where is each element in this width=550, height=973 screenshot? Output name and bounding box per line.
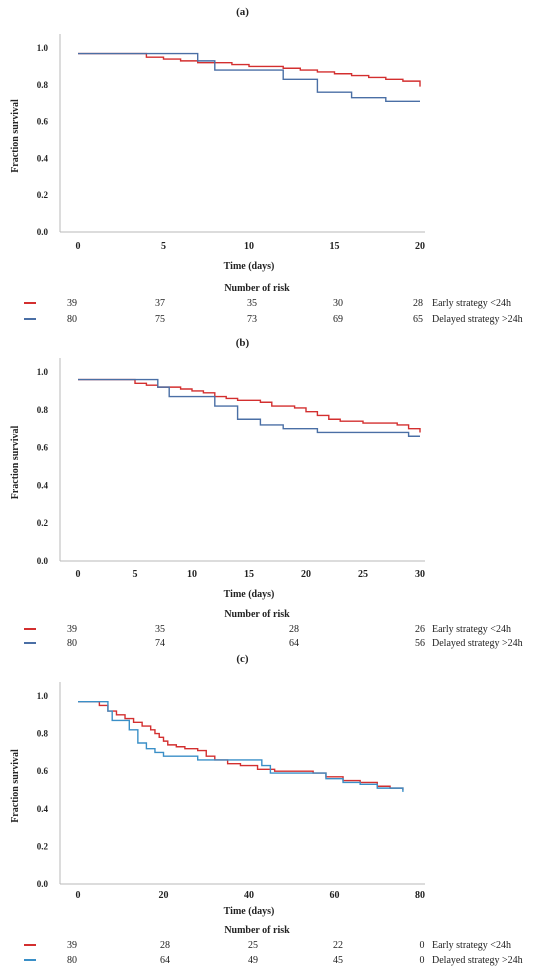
risk-count: 69	[333, 314, 343, 325]
risk-count: 45	[333, 955, 343, 966]
series-line-delayed	[78, 700, 404, 792]
risk-row-label: Delayed strategy >24h	[432, 638, 523, 649]
series-line-early	[78, 700, 404, 790]
chart-panel-2: (b) 0.0 0.2 0.4 0.6 0.8 1.0 0 5 10 15 20 25 30 Fractio…	[10, 337, 523, 649]
y-tick-label: 1.0	[37, 43, 49, 53]
x-tick-label: 30	[415, 569, 425, 580]
x-tick-label: 20	[159, 890, 169, 901]
risk-count: 80	[67, 638, 77, 649]
y-tick-label: 0.6	[37, 766, 49, 776]
y-tick-label: 0.8	[37, 80, 49, 90]
risk-count: 73	[247, 314, 257, 325]
x-tick-label: 0	[76, 890, 81, 901]
x-axis-label: Time (days)	[224, 261, 275, 272]
risk-count: 39	[67, 940, 77, 951]
y-axis-label: Fraction survival	[10, 425, 21, 499]
chart-panel-3: (c) 0.0 0.2 0.4 0.6 0.8 1.0 0 20 40 60 80 Fraction s…	[10, 653, 523, 966]
risk-count: 64	[160, 955, 170, 966]
x-tick-label: 20	[301, 569, 311, 580]
y-tick-label: 0.2	[37, 841, 49, 851]
x-tick-label: 15	[330, 241, 340, 252]
risk-row-label: Early strategy <24h	[432, 298, 511, 309]
risk-count: 26	[415, 624, 425, 635]
panel-label: (c)	[236, 653, 249, 665]
x-tick-label: 25	[358, 569, 368, 580]
y-tick-label: 0.8	[37, 729, 49, 739]
x-axis-label: Time (days)	[224, 906, 275, 917]
chart-panel-1: (a) 0.0 0.2 0.4 0.6 0.8 1.0 0 5 10 15 20 Fraction su…	[10, 6, 523, 325]
risk-count: 35	[247, 298, 257, 309]
y-tick-label: 0.6	[37, 117, 49, 127]
y-tick-label: 0.0	[37, 879, 49, 889]
series-line-early	[78, 52, 421, 87]
y-tick-label: 0.8	[37, 405, 49, 415]
risk-count: 30	[333, 298, 343, 309]
x-tick-label: 0	[76, 241, 81, 252]
y-tick-label: 0.6	[37, 443, 49, 453]
panel-label: (a)	[236, 6, 249, 18]
x-tick-label: 20	[415, 241, 425, 252]
risk-count: 0	[420, 940, 425, 951]
y-tick-label: 0.0	[37, 556, 49, 566]
y-tick-label: 0.4	[37, 153, 49, 163]
x-tick-label: 10	[244, 241, 254, 252]
risk-row-label: Early strategy <24h	[432, 624, 511, 635]
risk-count: 39	[67, 624, 77, 635]
risk-count: 35	[155, 624, 165, 635]
risk-count: 28	[413, 298, 423, 309]
y-tick-label: 0.2	[37, 518, 49, 528]
risk-count: 74	[155, 638, 165, 649]
y-tick-label: 0.4	[37, 804, 49, 814]
x-tick-label: 10	[187, 569, 197, 580]
x-tick-label: 0	[76, 569, 81, 580]
risk-table-title: Number of risk	[224, 925, 290, 936]
risk-count: 80	[67, 314, 77, 325]
x-tick-label: 5	[161, 241, 166, 252]
y-tick-label: 1.0	[37, 691, 49, 701]
risk-count: 49	[248, 955, 258, 966]
risk-count: 0	[420, 955, 425, 966]
y-tick-label: 0.0	[37, 227, 49, 237]
risk-count: 39	[67, 298, 77, 309]
risk-count: 56	[415, 638, 425, 649]
series-line-delayed	[78, 52, 420, 103]
risk-row-label: Delayed strategy >24h	[432, 314, 523, 325]
risk-count: 65	[413, 314, 423, 325]
risk-table-title: Number of risk	[224, 609, 290, 620]
y-tick-label: 0.2	[37, 190, 49, 200]
series-line-early	[78, 378, 421, 433]
x-tick-label: 60	[330, 890, 340, 901]
y-tick-label: 1.0	[37, 367, 49, 377]
x-tick-label: 40	[244, 890, 254, 901]
risk-count: 80	[67, 955, 77, 966]
risk-count: 75	[155, 314, 165, 325]
panel-label: (b)	[236, 337, 250, 349]
y-axis-label: Fraction survival	[10, 99, 21, 173]
x-tick-label: 5	[133, 569, 138, 580]
series-line-delayed	[78, 378, 420, 437]
y-axis-label: Fraction survival	[10, 749, 21, 823]
risk-table-title: Number of risk	[224, 283, 290, 294]
risk-count: 25	[248, 940, 258, 951]
risk-count: 28	[160, 940, 170, 951]
risk-count: 37	[155, 298, 165, 309]
risk-row-label: Early strategy <24h	[432, 940, 511, 951]
x-axis-label: Time (days)	[224, 589, 275, 600]
risk-row-label: Delayed strategy >24h	[432, 955, 523, 966]
risk-count: 22	[333, 940, 343, 951]
risk-count: 64	[289, 638, 299, 649]
risk-count: 28	[289, 624, 299, 635]
x-tick-label: 15	[244, 569, 254, 580]
y-tick-label: 0.4	[37, 480, 49, 490]
x-tick-label: 80	[415, 890, 425, 901]
